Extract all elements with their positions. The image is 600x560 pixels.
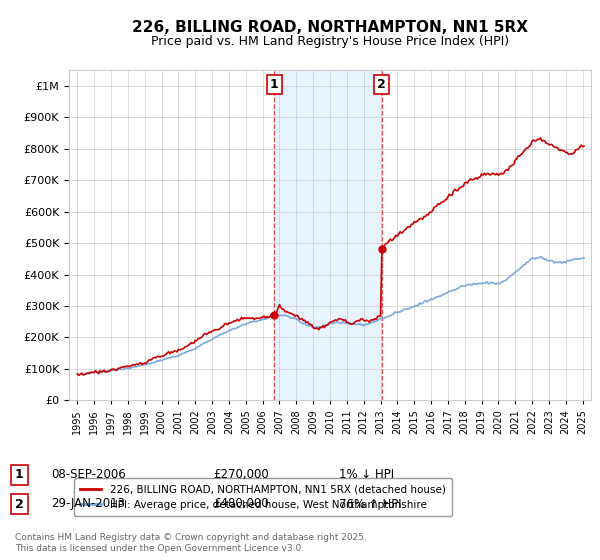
Text: 226, BILLING ROAD, NORTHAMPTON, NN1 5RX: 226, BILLING ROAD, NORTHAMPTON, NN1 5RX <box>132 20 528 35</box>
Text: £270,000: £270,000 <box>213 468 269 482</box>
Text: £480,000: £480,000 <box>213 497 269 511</box>
Text: 08-SEP-2006: 08-SEP-2006 <box>51 468 126 482</box>
Text: 29-JAN-2013: 29-JAN-2013 <box>51 497 125 511</box>
Text: 76% ↑ HPI: 76% ↑ HPI <box>339 497 401 511</box>
Text: Contains HM Land Registry data © Crown copyright and database right 2025.
This d: Contains HM Land Registry data © Crown c… <box>15 533 367 553</box>
Text: 2: 2 <box>377 78 386 91</box>
Text: 1% ↓ HPI: 1% ↓ HPI <box>339 468 394 482</box>
Text: Price paid vs. HM Land Registry's House Price Index (HPI): Price paid vs. HM Land Registry's House … <box>151 35 509 48</box>
Text: 1: 1 <box>15 468 24 482</box>
Legend: 226, BILLING ROAD, NORTHAMPTON, NN1 5RX (detached house), HPI: Average price, de: 226, BILLING ROAD, NORTHAMPTON, NN1 5RX … <box>74 478 452 516</box>
Text: 2: 2 <box>15 497 24 511</box>
Text: 1: 1 <box>270 78 278 91</box>
Bar <box>274 70 382 400</box>
